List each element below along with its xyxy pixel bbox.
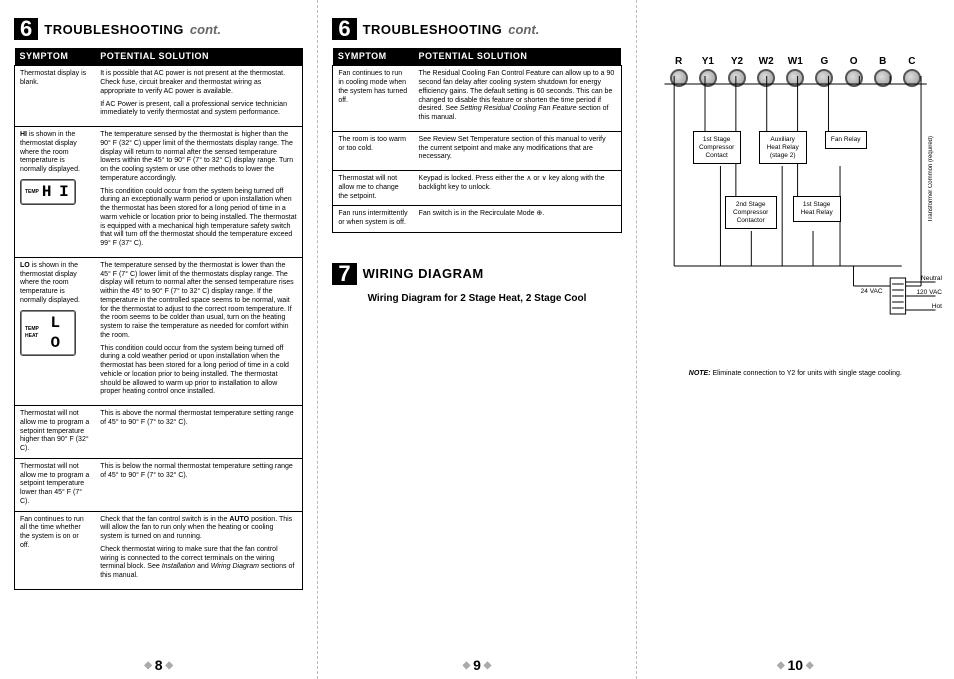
section-title: TROUBLESHOOTING	[363, 22, 503, 37]
page-number: 9	[463, 657, 492, 673]
page-number: 10	[777, 657, 814, 673]
solution-cell: Fan switch is in the Recirculate Mode ⊕.	[414, 206, 622, 233]
symptom-cell: Thermostat will not allow me to change t…	[333, 171, 414, 206]
label-transformer-common: Transformer Common (required)	[928, 136, 934, 222]
section-cont: cont.	[190, 22, 221, 37]
solution-cell: The temperature sensed by the thermostat…	[95, 127, 303, 258]
section6-header-left: 6 TROUBLESHOOTING cont.	[14, 18, 303, 40]
label-24vac: 24 VAC	[861, 288, 883, 295]
component-1st-stage-compressor: 1st Stage Compressor Contact	[693, 131, 741, 164]
solution-cell: This is below the normal thermostat temp…	[95, 458, 303, 511]
symptom-cell: Thermostat will not allow me to program …	[15, 406, 96, 459]
symptom-cell: The room is too warm or too cold.	[333, 131, 414, 170]
symptom-cell: LO is shown in the thermostat display wh…	[15, 257, 96, 405]
page-number: 8	[144, 657, 173, 673]
note-text: Eliminate connection to Y2 for units wit…	[713, 370, 902, 377]
component-fan-relay: Fan Relay	[825, 131, 867, 149]
solution-cell: Keypad is locked. Press either the ∧ or …	[414, 171, 622, 206]
troubleshooting-table-left: SYMPTOM POTENTIAL SOLUTION Thermostat di…	[14, 48, 303, 590]
troubleshooting-table-mid: SYMPTOM POTENTIAL SOLUTION Fan continues…	[332, 48, 621, 233]
symptom-cell: HI is shown in the thermostat display wh…	[15, 127, 96, 258]
section-title: WIRING DIAGRAM	[363, 266, 484, 281]
thermostat-lcd-icon: TEMPH I	[20, 179, 76, 205]
section-badge: 6	[14, 18, 38, 40]
section-badge: 7	[332, 263, 356, 285]
symptom-cell: Fan runs intermittently or when system i…	[333, 206, 414, 233]
symptom-cell: Thermostat display is blank.	[15, 66, 96, 127]
solution-cell: It is possible that AC power is not pres…	[95, 66, 303, 127]
wiring-diagram: RY1Y2W2W1GOBC	[651, 36, 940, 366]
solution-cell: Check that the fan control switch is in …	[95, 511, 303, 589]
th-solution: POTENTIAL SOLUTION	[95, 48, 303, 66]
section6-header-mid: 6 TROUBLESHOOTING cont.	[332, 18, 621, 40]
page-8: 6 TROUBLESHOOTING cont. SYMPTOM POTENTIA…	[0, 0, 318, 679]
th-symptom: SYMPTOM	[333, 48, 414, 66]
th-solution: POTENTIAL SOLUTION	[414, 48, 622, 66]
page-10: RY1Y2W2W1GOBC	[637, 0, 954, 679]
th-symptom: SYMPTOM	[15, 48, 96, 66]
wiring-subtitle: Wiring Diagram for 2 Stage Heat, 2 Stage…	[332, 293, 621, 304]
section-cont: cont.	[508, 22, 539, 37]
solution-cell: See Review Set Temperature section of th…	[414, 131, 622, 170]
label-120vac: 120 VAC	[916, 289, 942, 296]
component-aux-heat-relay: Auxiliary Heat Relay (stage 2)	[759, 131, 807, 164]
wiring-note: NOTE: Eliminate connection to Y2 for uni…	[651, 370, 940, 377]
section-badge: 6	[332, 18, 356, 40]
solution-cell: The Residual Cooling Fan Control Feature…	[414, 66, 622, 132]
symptom-cell: Fan continues to run all the time whethe…	[15, 511, 96, 589]
solution-cell: The temperature sensed by the thermostat…	[95, 257, 303, 405]
component-2nd-stage-compressor: 2nd Stage Compressor Contactor	[725, 196, 777, 229]
solution-cell: This is above the normal thermostat temp…	[95, 406, 303, 459]
component-1st-stage-heat-relay: 1st Stage Heat Relay	[793, 196, 841, 222]
label-neutral: Neutral	[921, 275, 942, 282]
section-title: TROUBLESHOOTING	[44, 22, 184, 37]
note-label: NOTE:	[689, 370, 711, 377]
thermostat-lcd-icon: TEMP HEATL O	[20, 310, 76, 356]
symptom-cell: Fan continues to run in cooling mode whe…	[333, 66, 414, 132]
page-9: 6 TROUBLESHOOTING cont. SYMPTOM POTENTIA…	[318, 0, 636, 679]
manual-spread: 6 TROUBLESHOOTING cont. SYMPTOM POTENTIA…	[0, 0, 954, 679]
symptom-cell: Thermostat will not allow me to program …	[15, 458, 96, 511]
label-hot: Hot	[932, 303, 942, 310]
section7-header: 7 WIRING DIAGRAM	[332, 263, 621, 285]
